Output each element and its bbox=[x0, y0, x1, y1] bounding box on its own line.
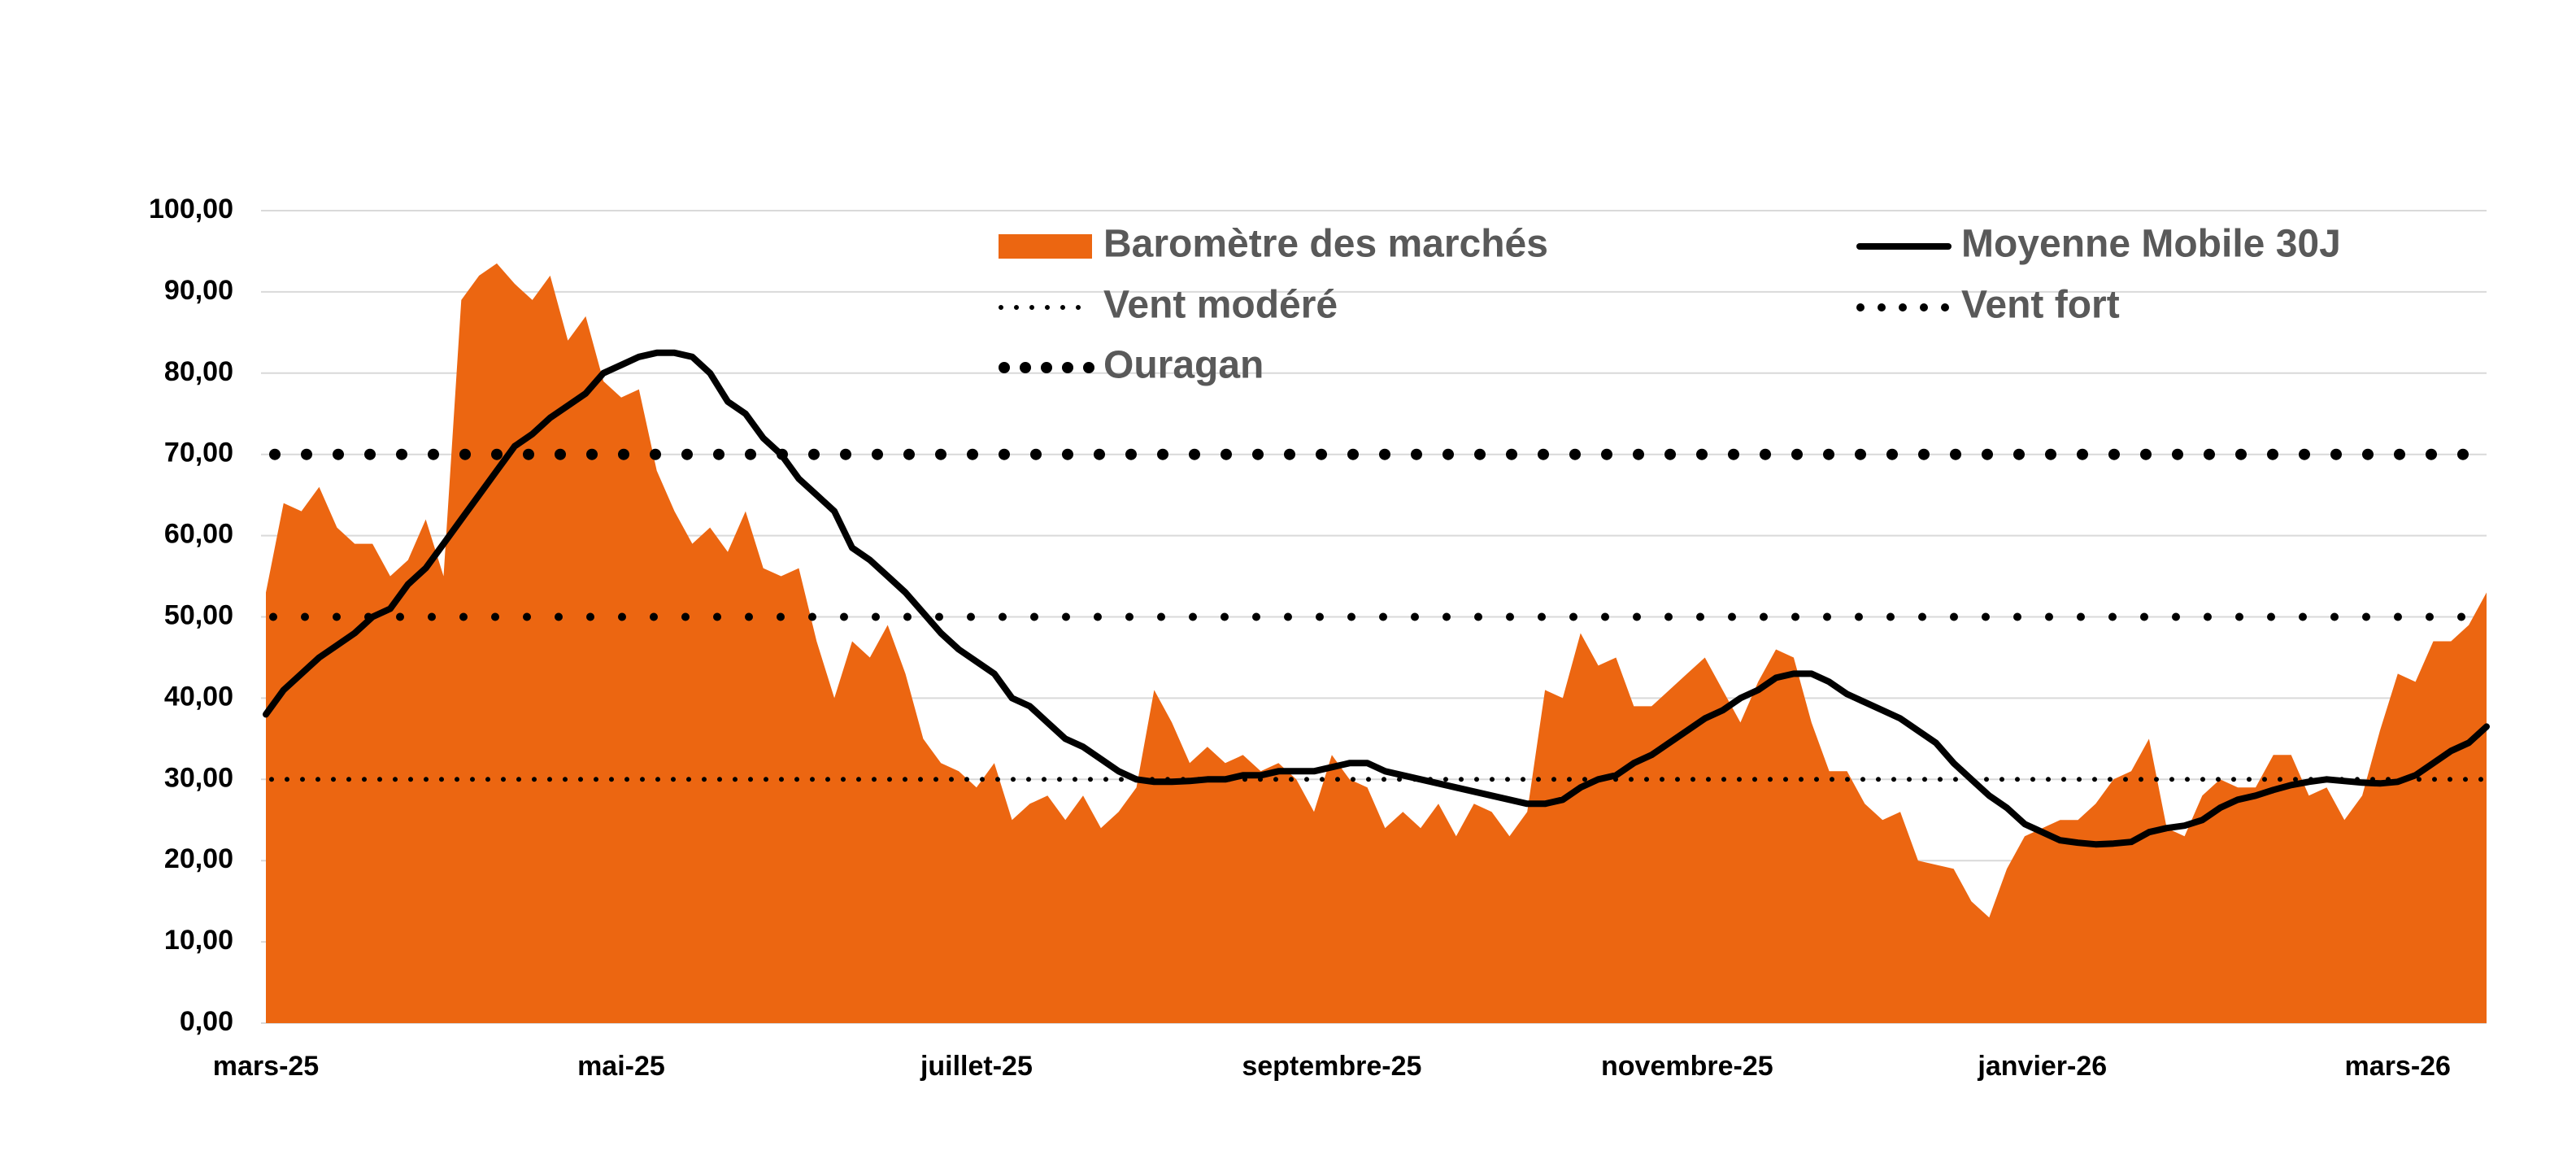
y-tick-label: 70,00 bbox=[164, 438, 233, 468]
x-tick-label: novembre-25 bbox=[1601, 1051, 1773, 1082]
legend-label: Baromètre des marchés bbox=[1103, 223, 1548, 266]
y-tick-label: 90,00 bbox=[164, 275, 233, 306]
y-tick-label: 20,00 bbox=[164, 843, 233, 874]
legend-label: Ouragan bbox=[1103, 344, 1264, 387]
area bbox=[266, 263, 2487, 1023]
plot bbox=[263, 263, 2492, 1023]
y-tick-label: 50,00 bbox=[164, 599, 233, 630]
y-tick-label: 80,00 bbox=[164, 356, 233, 387]
x-tick-label: septembre-25 bbox=[1242, 1051, 1421, 1082]
y-tick-label: 100,00 bbox=[149, 194, 233, 224]
legend-label: Vent fort bbox=[1961, 284, 2120, 327]
y-tick-label: 40,00 bbox=[164, 681, 233, 712]
legend: Baromètre des marchés Moyenne Mobile 30J V… bbox=[999, 223, 2341, 387]
x-tick-label: mars-25 bbox=[213, 1051, 319, 1082]
x-tick-label: mai-25 bbox=[577, 1051, 665, 1082]
line bbox=[263, 349, 2490, 848]
x-tick-label: janvier-26 bbox=[1977, 1051, 2107, 1082]
y-tick-label: 10,00 bbox=[164, 925, 233, 956]
legend-label: Moyenne Mobile 30J bbox=[1961, 223, 2341, 266]
axes: 0,00 10,00 20,00 30,00 40,00 50,00 60,00 70,00 8… bbox=[149, 194, 2451, 1082]
legend-swatch bbox=[999, 234, 1092, 259]
y-tick-label: 60,00 bbox=[164, 519, 233, 550]
y-tick-label: 30,00 bbox=[164, 762, 233, 793]
legend-label: Vent modéré bbox=[1103, 284, 1338, 327]
y-tick-label: 0,00 bbox=[180, 1006, 233, 1037]
x-tick-label: juillet-25 bbox=[920, 1051, 1033, 1082]
x-tick-label: mars-26 bbox=[2345, 1051, 2451, 1082]
